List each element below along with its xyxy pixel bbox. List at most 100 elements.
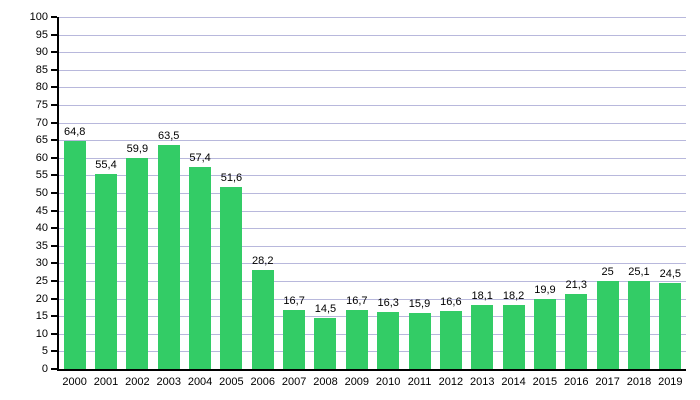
y-tick-label: 100: [29, 11, 48, 23]
bar-value-label: 19,9: [534, 283, 556, 296]
bar-value-label: 21,3: [565, 279, 587, 292]
y-tick-label: 50: [35, 187, 48, 199]
bar-value-label: 25,1: [628, 265, 650, 278]
bar-value-label: 55,4: [95, 159, 117, 171]
x-tick-label: 2013: [469, 376, 495, 388]
bar-value-label: 28,2: [252, 254, 274, 267]
bar: [471, 305, 494, 369]
y-tick-label: 10: [35, 327, 48, 340]
y-axis-tick: [51, 16, 57, 18]
y-axis-tick: [51, 209, 57, 212]
bar-value-label: 59,9: [126, 143, 149, 156]
y-tick-label: 95: [35, 28, 48, 41]
y-tick-label: 15: [35, 310, 48, 323]
gridline: [59, 281, 686, 282]
x-tick-label: 2012: [438, 376, 464, 388]
y-axis-tick: [51, 332, 57, 335]
gridline: [59, 122, 686, 124]
gridline: [59, 245, 686, 247]
bar-value-label: 18,1: [471, 290, 493, 303]
y-tick-label: 65: [35, 134, 48, 147]
x-tick-label: 2019: [658, 376, 683, 388]
bar: [63, 140, 86, 369]
x-tick-label: 2000: [62, 376, 87, 388]
bar: [283, 310, 306, 369]
bar-value-label: 51,6: [220, 172, 243, 185]
gridline: [59, 298, 686, 300]
y-tick-label: 0: [41, 363, 48, 375]
bar: [95, 174, 118, 369]
bar: [596, 281, 619, 369]
gridline: [59, 263, 686, 265]
bar-value-label: 16,3: [377, 296, 399, 309]
y-tick-label: 45: [35, 204, 48, 217]
gridline: [59, 34, 686, 36]
bar: [314, 317, 337, 369]
y-axis-tick: [51, 262, 57, 265]
x-tick-label: 2001: [93, 376, 119, 388]
bar: [157, 145, 180, 369]
bar: [251, 269, 274, 369]
gridline: [59, 210, 686, 212]
y-axis-tick: [51, 350, 57, 353]
gridline: [59, 105, 686, 106]
bar-value-label: 16,6: [440, 295, 462, 308]
y-axis-tick: [51, 315, 57, 318]
x-tick-label: 2003: [156, 376, 181, 388]
y-axis-tick: [51, 227, 57, 230]
gridline: [59, 87, 686, 89]
bar-value-label: 18,2: [502, 289, 525, 302]
bar: [408, 313, 431, 369]
x-tick-label: 2004: [187, 376, 213, 388]
plot-area: 0 5 10 15 20 25 30 35 40 45 50 55 60 65 70 75 80 85 90 95 10…: [30, 12, 686, 388]
bar-value-label: 24,5: [659, 267, 682, 280]
y-tick-label: 60: [35, 151, 48, 164]
gridline: [59, 140, 686, 142]
gridline: [59, 193, 686, 194]
y-axis-tick: [51, 86, 57, 89]
x-tick-label: 2009: [344, 376, 370, 388]
y-axis-tick: [51, 297, 57, 300]
bar: [439, 310, 462, 369]
bar: [126, 158, 149, 369]
y-axis-tick: [51, 51, 57, 54]
bar: [377, 311, 400, 369]
y-tick-label: 35: [35, 239, 48, 252]
bar: [220, 187, 243, 369]
x-tick-label: 2011: [407, 376, 432, 388]
y-axis-tick: [51, 104, 57, 106]
x-tick-label: 2007: [281, 376, 307, 388]
y-axis-tick: [51, 368, 57, 370]
y-tick-label: 70: [35, 116, 48, 129]
x-tick-label: 2010: [375, 376, 401, 388]
x-tick-label: 2005: [219, 376, 244, 388]
bar-value-label: 64,8: [63, 125, 86, 138]
y-axis-tick: [51, 156, 57, 159]
bar-value-label: 57,4: [189, 151, 211, 164]
y-axis-tick: [51, 174, 57, 177]
y-tick-label: 30: [35, 257, 48, 270]
x-tick-label: 2018: [626, 376, 652, 388]
y-tick-label: 40: [35, 222, 48, 235]
bar: [533, 298, 556, 369]
x-tick-label: 2006: [250, 376, 276, 388]
bar: [659, 282, 682, 369]
x-tick-label: 2015: [532, 376, 558, 388]
gridline: [59, 333, 686, 335]
y-axis-tick: [51, 33, 57, 36]
bar: [565, 294, 588, 369]
gridline: [59, 52, 686, 54]
y-tick-label: 75: [35, 99, 48, 111]
gridline: [59, 157, 686, 159]
y-tick-label: 90: [35, 46, 48, 59]
y-tick-label: 55: [35, 169, 48, 182]
x-tick-label: 2002: [125, 376, 150, 388]
y-axis-tick: [51, 121, 57, 124]
x-tick-label: 2016: [564, 376, 589, 388]
gridline: [59, 69, 686, 71]
gridline: [59, 228, 686, 230]
bar: [345, 310, 368, 369]
x-tick-label: 2017: [595, 376, 620, 388]
y-tick-label: 20: [35, 292, 48, 305]
bar-value-label: 63,5: [158, 130, 180, 143]
